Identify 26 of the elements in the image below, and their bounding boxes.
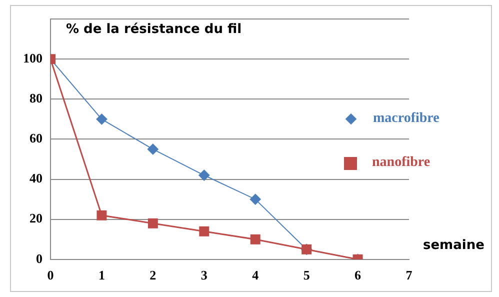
x-tick-label: 3 xyxy=(200,268,208,283)
point xyxy=(148,218,158,228)
x-tick-label: 2 xyxy=(150,268,156,283)
x-tick-label: 0 xyxy=(47,268,54,283)
y-tick-label: 60 xyxy=(30,130,42,146)
y-tick-label: 40 xyxy=(30,170,42,186)
point xyxy=(96,210,107,220)
point xyxy=(198,170,210,181)
x-tick-label: 7 xyxy=(406,268,413,283)
y-tick-label: 20 xyxy=(30,210,42,226)
x-tick-label: 1 xyxy=(98,268,105,283)
point xyxy=(147,144,158,155)
point xyxy=(250,234,260,244)
x-tick-label: 6 xyxy=(354,268,362,283)
legend-label: macrofibre xyxy=(373,111,440,127)
point xyxy=(199,226,210,236)
x-tick-label: 5 xyxy=(303,268,310,283)
y-axis-title: % de la résistance du fil xyxy=(66,22,242,37)
y-tick-label: 100 xyxy=(23,50,42,66)
x-tick-label: 4 xyxy=(252,268,260,283)
point xyxy=(250,194,261,205)
y-tick-label: 0 xyxy=(36,250,42,266)
y-tick-label: 80 xyxy=(30,90,42,106)
x-axis-title: semaine xyxy=(423,238,484,253)
legend-label: nanofibre xyxy=(372,155,430,171)
point xyxy=(96,114,108,125)
